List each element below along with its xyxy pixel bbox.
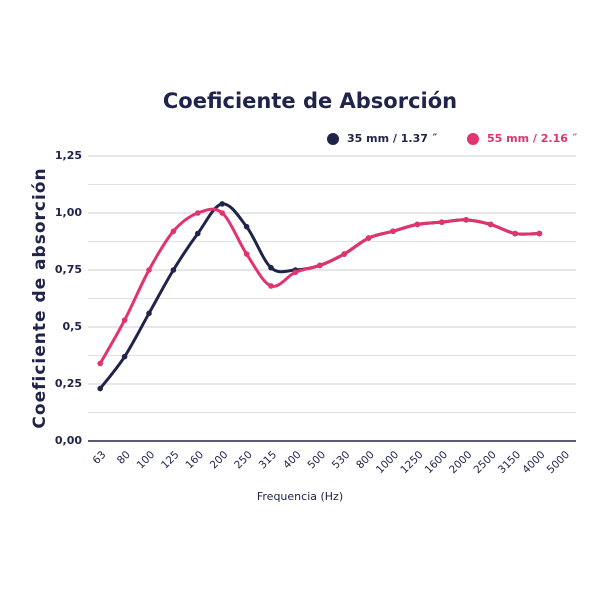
- data-point: [341, 251, 348, 257]
- x-tick-label: 500: [305, 449, 328, 472]
- x-tick-label: 3150: [496, 449, 523, 476]
- y-axis-label: Coeficiente de absorción: [30, 167, 50, 428]
- x-tick-label: 80: [115, 449, 133, 467]
- series-line: [99, 202, 540, 390]
- data-point: [121, 353, 128, 360]
- data-point: [439, 219, 445, 225]
- data-point: [97, 360, 103, 367]
- x-tick-label: 530: [330, 449, 353, 472]
- data-point: [170, 267, 177, 273]
- data-point: [146, 310, 152, 317]
- x-tick-label: 4000: [520, 449, 547, 476]
- x-tick-label: 315: [257, 449, 280, 472]
- data-point: [414, 221, 421, 228]
- data-point: [121, 317, 128, 323]
- data-point: [536, 230, 543, 237]
- data-point: [97, 385, 103, 392]
- data-point: [268, 264, 274, 271]
- data-point: [243, 223, 250, 230]
- data-point: [512, 230, 518, 237]
- legend-marker: [467, 133, 479, 145]
- series-line: [98, 207, 540, 365]
- x-tick-label: 400: [281, 449, 304, 472]
- x-tick-label: 200: [208, 449, 231, 472]
- y-tick-label: 0,75: [55, 263, 82, 276]
- x-tick-label: 5000: [545, 449, 572, 476]
- x-tick-label: 63: [90, 449, 108, 467]
- chart-title: Coeficiente de Absorción: [163, 89, 457, 113]
- y-tick-label: 1,00: [55, 206, 82, 219]
- x-tick-label: 1600: [423, 449, 450, 476]
- x-tick-label: 250: [232, 449, 255, 472]
- x-tick-label: 125: [159, 449, 182, 472]
- y-tick-label: 0,5: [63, 320, 83, 333]
- data-point: [365, 235, 372, 241]
- data-point: [317, 262, 323, 269]
- legend-label: 35 mm / 1.37 ˝: [347, 132, 438, 145]
- data-point: [219, 210, 225, 216]
- data-point: [292, 269, 299, 276]
- data-point: [195, 210, 201, 216]
- data-point: [463, 217, 470, 223]
- x-tick-label: 2000: [447, 449, 474, 476]
- data-point: [146, 267, 152, 273]
- y-tick-label: 0,25: [55, 377, 82, 390]
- x-tick-label: 2500: [471, 449, 498, 476]
- data-point: [487, 221, 494, 228]
- data-point: [195, 230, 201, 237]
- x-tick-label: 1250: [398, 449, 425, 476]
- x-tick-label: 1000: [374, 449, 401, 476]
- y-tick-label: 0,00: [55, 434, 82, 447]
- data-point: [390, 228, 396, 235]
- legend-marker: [327, 133, 339, 145]
- data-point: [243, 251, 250, 257]
- data-point: [219, 201, 225, 207]
- legend-label: 55 mm / 2.16 ˝: [487, 132, 578, 145]
- x-tick-label: 100: [135, 449, 158, 472]
- y-tick-label: 1,25: [55, 149, 82, 162]
- data-point: [170, 228, 177, 235]
- data-point: [268, 283, 274, 289]
- x-axis-label: Frequencia (Hz): [257, 490, 343, 503]
- x-tick-label: 160: [183, 449, 206, 472]
